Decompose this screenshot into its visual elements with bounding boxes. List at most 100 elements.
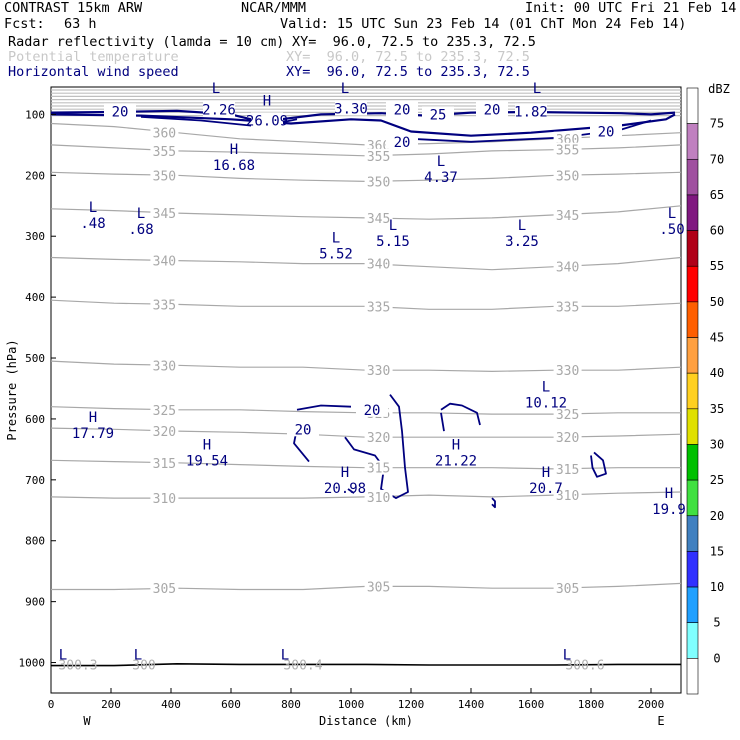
- y-tick-label: 800: [25, 535, 45, 548]
- theta-contour-label: 315: [153, 457, 176, 472]
- colorbar-level-label: 50: [710, 295, 724, 309]
- extremum-value: 5.52: [319, 246, 353, 262]
- wind-label-bg: [356, 401, 388, 417]
- low-marker: L: [437, 154, 445, 170]
- wind-contour-label: 20: [295, 422, 312, 438]
- wind-label-bg: [104, 103, 136, 119]
- wind-contour-label: 20: [394, 135, 411, 151]
- theta-label-bg: [150, 581, 179, 596]
- wind-label-bg: [251, 112, 283, 128]
- theta-contour-label: 305: [367, 580, 390, 595]
- theta-label-bg: [150, 402, 179, 417]
- colorbar-segment: [686, 515, 699, 552]
- theta-contour-label: 315: [556, 463, 579, 478]
- wind-isotach-7: [440, 402, 481, 426]
- extremum-value: 5.15: [376, 234, 410, 250]
- low-marker: L: [212, 81, 220, 97]
- theta-label-bg: [364, 148, 393, 163]
- theta-contour-label: 320: [153, 425, 176, 440]
- high-marker: H: [89, 410, 97, 426]
- fcst-label: Fcst:: [4, 16, 45, 32]
- high-marker: H: [452, 437, 460, 453]
- wind-isotach-1: [50, 113, 676, 137]
- theta-label-bg: [553, 131, 582, 146]
- theta-contour-label: 345: [153, 207, 176, 222]
- colorbar-level-label: 45: [710, 331, 724, 345]
- theta-label-bg: [150, 253, 179, 268]
- theta-label-bg: [364, 299, 393, 314]
- x-tick-label: 1000: [338, 698, 365, 711]
- theta-contour-label: 340: [556, 261, 579, 276]
- x-tick-label: 1200: [398, 698, 425, 711]
- theta-contour-label: 335: [153, 298, 176, 313]
- wind-label-bg: [203, 101, 235, 117]
- high-marker: H: [341, 465, 349, 481]
- y-tick-label: 900: [25, 596, 45, 609]
- colorbar-level-label: 70: [710, 152, 724, 166]
- extremum-value: 20.7: [529, 481, 563, 497]
- wind-contour-label: 20: [364, 403, 381, 419]
- wind-isotach-10: [491, 497, 496, 509]
- surface-theta-value: 300.4: [283, 658, 322, 673]
- low-marker: L: [341, 81, 349, 97]
- theta-label-bg: [150, 206, 179, 221]
- low-marker: L: [518, 218, 526, 234]
- theta-label-bg: [553, 430, 582, 445]
- wind-isotach-6: [344, 394, 409, 499]
- wind-isotach-0: [50, 109, 676, 123]
- extremum-value: 3.25: [505, 234, 539, 250]
- wind-label-bg: [287, 421, 319, 437]
- theta-contour-label: 330: [556, 364, 579, 379]
- theta-contour-label: 355: [153, 145, 176, 160]
- theta-contour-label: 330: [153, 359, 176, 374]
- low-marker: L: [563, 648, 571, 664]
- low-marker: L: [137, 206, 145, 222]
- low-marker: L: [89, 200, 97, 216]
- theta-contour-300: [51, 662, 681, 667]
- high-marker: H: [263, 93, 271, 109]
- west-label: W: [83, 714, 91, 728]
- high-marker: H: [203, 437, 211, 453]
- low-marker: L: [59, 648, 67, 664]
- y-tick-label: 500: [25, 352, 45, 365]
- theta-label-bg: [553, 407, 582, 422]
- low-marker: L: [533, 81, 541, 97]
- theta-label-bg: [150, 358, 179, 373]
- colorbar-segment: [686, 158, 699, 196]
- fcst-value: 63 h: [64, 16, 97, 32]
- theta-contour-label: 320: [367, 431, 390, 446]
- theta-label-bg: [553, 488, 582, 503]
- y-tick-label: 600: [25, 413, 45, 426]
- wind-contour-label: 1.82: [514, 104, 548, 120]
- theta-label-bg: [553, 461, 582, 476]
- y-tick-label: 100: [25, 108, 45, 121]
- colorbar-segment: [686, 123, 699, 160]
- colorbar-segment: [686, 658, 699, 695]
- theta-contour-label: 350: [556, 169, 579, 184]
- x-tick-label: 1800: [578, 698, 605, 711]
- wind-contour-label: 25: [430, 107, 447, 123]
- x-tick-label: 200: [101, 698, 121, 711]
- colorbar-level-label: 75: [710, 117, 724, 131]
- theta-label-bg: [364, 430, 393, 445]
- wind-contour-label: 26.09: [246, 113, 288, 129]
- high-marker: H: [230, 142, 238, 158]
- colorbar-segment: [686, 301, 699, 338]
- x-axis-label: Distance (km): [319, 714, 413, 728]
- y-tick-label: 400: [25, 291, 45, 304]
- colorbar-segment: [686, 408, 699, 445]
- field-1-name: Radar reflectivity (lamda = 10 cm): [8, 34, 285, 50]
- theta-label-bg: [553, 207, 582, 222]
- colorbar-level-label: 10: [710, 580, 724, 594]
- y-tick-label: 300: [25, 230, 45, 243]
- wind-contour-label: 20: [394, 103, 411, 119]
- wind-label-bg: [386, 101, 418, 117]
- theta-label-bg: [150, 297, 179, 312]
- extremum-value: 19.54: [186, 453, 228, 469]
- colorbar-level-label: 15: [710, 544, 724, 558]
- extremum-value: 21.22: [435, 453, 477, 469]
- colorbar-segment: [686, 337, 699, 374]
- colorbar-segment: [686, 87, 699, 124]
